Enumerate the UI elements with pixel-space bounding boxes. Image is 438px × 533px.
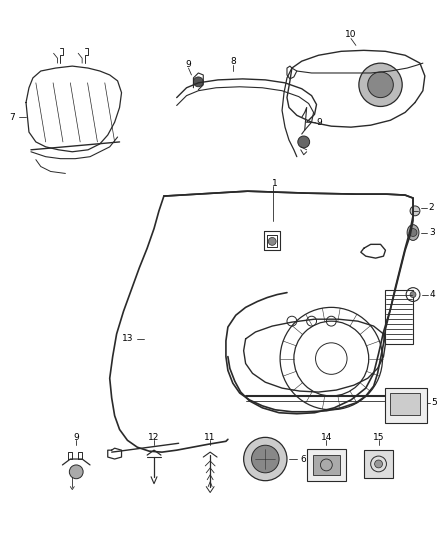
Circle shape [359, 63, 402, 107]
Text: 10: 10 [345, 30, 357, 39]
Bar [307, 449, 346, 481]
Circle shape [194, 77, 203, 87]
Text: 12: 12 [148, 433, 160, 442]
Text: 1: 1 [272, 179, 278, 188]
Text: 15: 15 [373, 433, 384, 442]
Circle shape [69, 465, 83, 479]
Text: 4: 4 [430, 290, 435, 299]
Circle shape [409, 229, 417, 237]
Bar [364, 450, 393, 478]
Circle shape [410, 292, 416, 297]
Text: 11: 11 [205, 433, 216, 442]
Text: 2: 2 [429, 204, 434, 213]
Circle shape [368, 72, 393, 98]
Text: 9: 9 [317, 118, 322, 127]
Text: 14: 14 [321, 433, 332, 442]
Text: 6: 6 [301, 455, 307, 464]
Circle shape [298, 136, 310, 148]
Bar [390, 393, 420, 415]
Text: 9: 9 [73, 433, 79, 442]
Text: 9: 9 [186, 60, 191, 69]
Circle shape [410, 206, 420, 216]
Ellipse shape [407, 224, 419, 240]
Bar [313, 455, 340, 475]
Circle shape [244, 438, 287, 481]
Text: 3: 3 [429, 228, 434, 237]
Circle shape [251, 445, 279, 473]
Bar [385, 388, 427, 423]
Text: 13: 13 [122, 334, 133, 343]
Text: 8: 8 [230, 56, 236, 66]
Circle shape [268, 237, 276, 245]
Bar [385, 289, 413, 344]
Text: 5: 5 [432, 398, 438, 407]
Text: 7: 7 [10, 113, 15, 122]
Circle shape [374, 460, 382, 468]
